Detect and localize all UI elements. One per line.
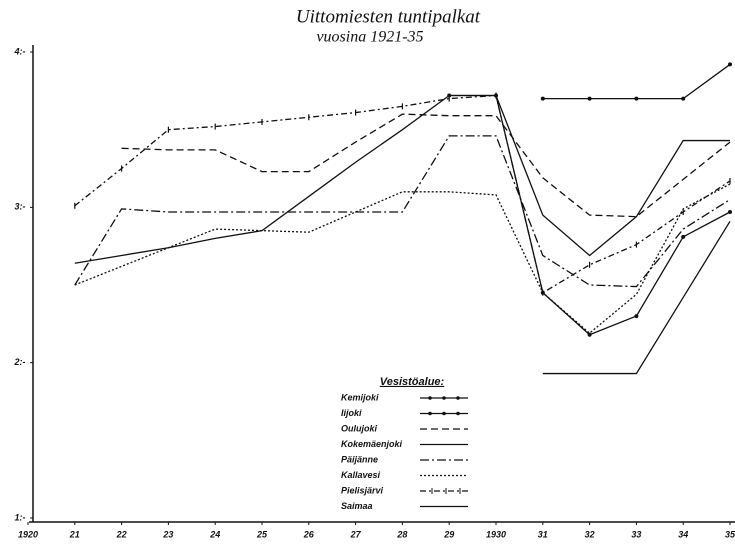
series-line [121,113,731,218]
legend-marker [428,411,432,416]
x-tick-label: 21 [69,529,80,539]
chart-subtitle: vuosina 1921-35 [316,29,423,46]
marker [681,96,686,101]
series-line [74,135,731,288]
x-tick-label: 22 [116,529,127,539]
x-tick-label: 23 [162,529,173,539]
legend-label: Saimaa [341,501,373,511]
legend-label: Kokemäenjoki [341,439,403,449]
series-line [74,183,731,335]
y-tick-label: 2:- [14,357,26,367]
x-tick-label: 24 [209,529,220,539]
legend-marker [456,411,460,416]
x-tick-label: 35 [725,529,735,539]
series-line [74,94,730,264]
x-tick-label: 34 [678,529,688,539]
series-line [74,94,731,294]
marker [728,209,732,214]
chart-title: Uittomiesten tuntipalkat [296,6,481,27]
legend-label: Pielisjärvi [341,485,384,495]
legend-marker [442,396,446,400]
marker [540,96,545,101]
marker [587,96,592,101]
y-tick-label: 4:- [14,46,26,56]
legend-label: Iijoki [341,408,362,418]
legend-label: Oulujoki [341,423,377,433]
series-line [542,63,731,100]
legend-title: Vesistöalue: [380,376,445,388]
x-tick-label: 31 [538,529,548,539]
legend-marker [428,396,432,400]
x-tick-label: 32 [585,529,595,539]
legend-label: Päijänne [341,454,378,464]
marker [587,332,592,337]
legend-marker [456,396,460,400]
x-tick-label: 29 [443,529,454,539]
x-tick-label: 1930 [486,529,506,539]
y-tick-label: 3:- [15,202,26,212]
x-tick-label: 25 [256,529,268,539]
x-tick-label: 33 [631,529,641,539]
legend-label: Kallavesi [341,470,381,480]
y-tick-label: 1:- [15,512,26,522]
legend-label: Kemijoki [341,392,379,402]
x-tick-label: 27 [350,529,362,539]
marker [634,314,639,319]
x-tick-label: 26 [303,529,315,539]
series-line [542,220,731,375]
marker [634,96,639,101]
legend-marker [442,411,446,416]
marker [728,62,732,67]
x-tick-label: 28 [396,529,407,539]
marker [681,234,686,239]
x-tick-label: 1920 [18,529,38,539]
